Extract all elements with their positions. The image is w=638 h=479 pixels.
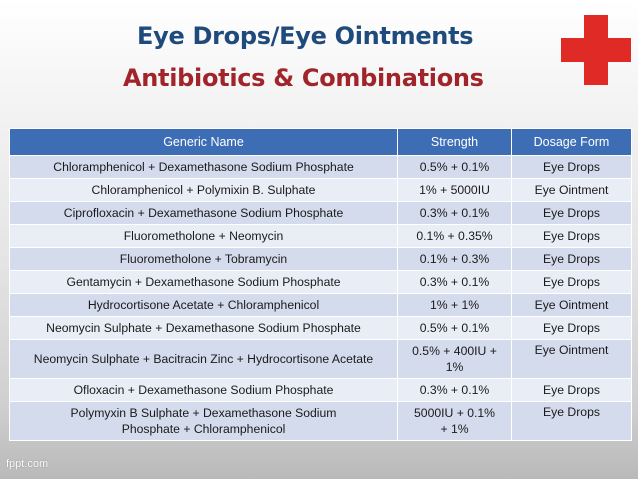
- medication-table: Generic Name Strength Dosage Form Chlora…: [9, 128, 632, 441]
- header-dosage-form: Dosage Form: [511, 128, 632, 156]
- table-row: Hydrocortisone Acetate + Chloramphenicol…: [9, 293, 632, 317]
- header-generic-name: Generic Name: [9, 128, 398, 156]
- cell-strength: 0.3% + 0.1%: [397, 378, 512, 402]
- cell-dosage-form: Eye Drops: [511, 270, 632, 294]
- cell-strength: 0.5% + 400IU + 1%: [397, 339, 512, 379]
- cell-dosage-form: Eye Ointment: [511, 293, 632, 317]
- table-row: Chloramphenicol + Polymixin B. Sulphate …: [9, 178, 632, 202]
- cell-dosage-form: Eye Drops: [511, 378, 632, 402]
- cell-generic-name: Fluorometholone + Tobramycin: [9, 247, 398, 271]
- cell-strength: 1% + 1%: [397, 293, 512, 317]
- cell-dosage-form: Eye Drops: [511, 316, 632, 340]
- table-row: Fluorometholone + Neomycin 0.1% + 0.35% …: [9, 224, 632, 248]
- title-line-1: Eye Drops/Eye Ointments: [137, 22, 474, 50]
- cell-strength: 0.5% + 0.1%: [397, 316, 512, 340]
- table-row: Gentamycin + Dexamethasone Sodium Phosph…: [9, 270, 632, 294]
- table-row: Neomycin Sulphate + Dexamethasone Sodium…: [9, 316, 632, 340]
- cell-dosage-form: Eye Ointment: [511, 339, 632, 379]
- title-line-2: Antibiotics & Combinations: [123, 64, 484, 92]
- table-row: Neomycin Sulphate + Bacitracin Zinc + Hy…: [9, 339, 632, 379]
- cell-generic-name: Polymyxin B Sulphate + Dexamethasone Sod…: [9, 401, 398, 441]
- cell-strength: 0.1% + 0.35%: [397, 224, 512, 248]
- cell-dosage-form: Eye Drops: [511, 155, 632, 179]
- cell-generic-name: Fluorometholone + Neomycin: [9, 224, 398, 248]
- cell-strength: 1% + 5000IU: [397, 178, 512, 202]
- cell-generic-name: Neomycin Sulphate + Bacitracin Zinc + Hy…: [9, 339, 398, 379]
- cell-generic-name: Ciprofloxacin + Dexamethasone Sodium Pho…: [9, 201, 398, 225]
- cell-generic-name: Neomycin Sulphate + Dexamethasone Sodium…: [9, 316, 398, 340]
- cell-dosage-form: Eye Drops: [511, 224, 632, 248]
- cell-generic-name: Hydrocortisone Acetate + Chloramphenicol: [9, 293, 398, 317]
- cell-strength: 5000IU + 0.1% + 1%: [397, 401, 512, 441]
- footer-credit: fppt.com: [6, 458, 49, 470]
- table-row: Polymyxin B Sulphate + Dexamethasone Sod…: [9, 401, 632, 441]
- cell-strength: 0.1% + 0.3%: [397, 247, 512, 271]
- table-row: Ciprofloxacin + Dexamethasone Sodium Pho…: [9, 201, 632, 225]
- table-header-row: Generic Name Strength Dosage Form: [9, 128, 632, 156]
- cell-generic-name: Ofloxacin + Dexamethasone Sodium Phospha…: [9, 378, 398, 402]
- cell-generic-name: Chloramphenicol + Dexamethasone Sodium P…: [9, 155, 398, 179]
- cell-generic-name: Gentamycin + Dexamethasone Sodium Phosph…: [9, 270, 398, 294]
- table-row: Fluorometholone + Tobramycin 0.1% + 0.3%…: [9, 247, 632, 271]
- table-row: Ofloxacin + Dexamethasone Sodium Phospha…: [9, 378, 632, 402]
- table-row: Chloramphenicol + Dexamethasone Sodium P…: [9, 155, 632, 179]
- cell-dosage-form: Eye Drops: [511, 401, 632, 441]
- cell-dosage-form: Eye Drops: [511, 247, 632, 271]
- cell-generic-name: Chloramphenicol + Polymixin B. Sulphate: [9, 178, 398, 202]
- cell-dosage-form: Eye Drops: [511, 201, 632, 225]
- red-cross-icon: [561, 15, 631, 85]
- cell-strength: 0.3% + 0.1%: [397, 270, 512, 294]
- header-strength: Strength: [397, 128, 512, 156]
- cell-strength: 0.3% + 0.1%: [397, 201, 512, 225]
- cell-dosage-form: Eye Ointment: [511, 178, 632, 202]
- cell-strength: 0.5% + 0.1%: [397, 155, 512, 179]
